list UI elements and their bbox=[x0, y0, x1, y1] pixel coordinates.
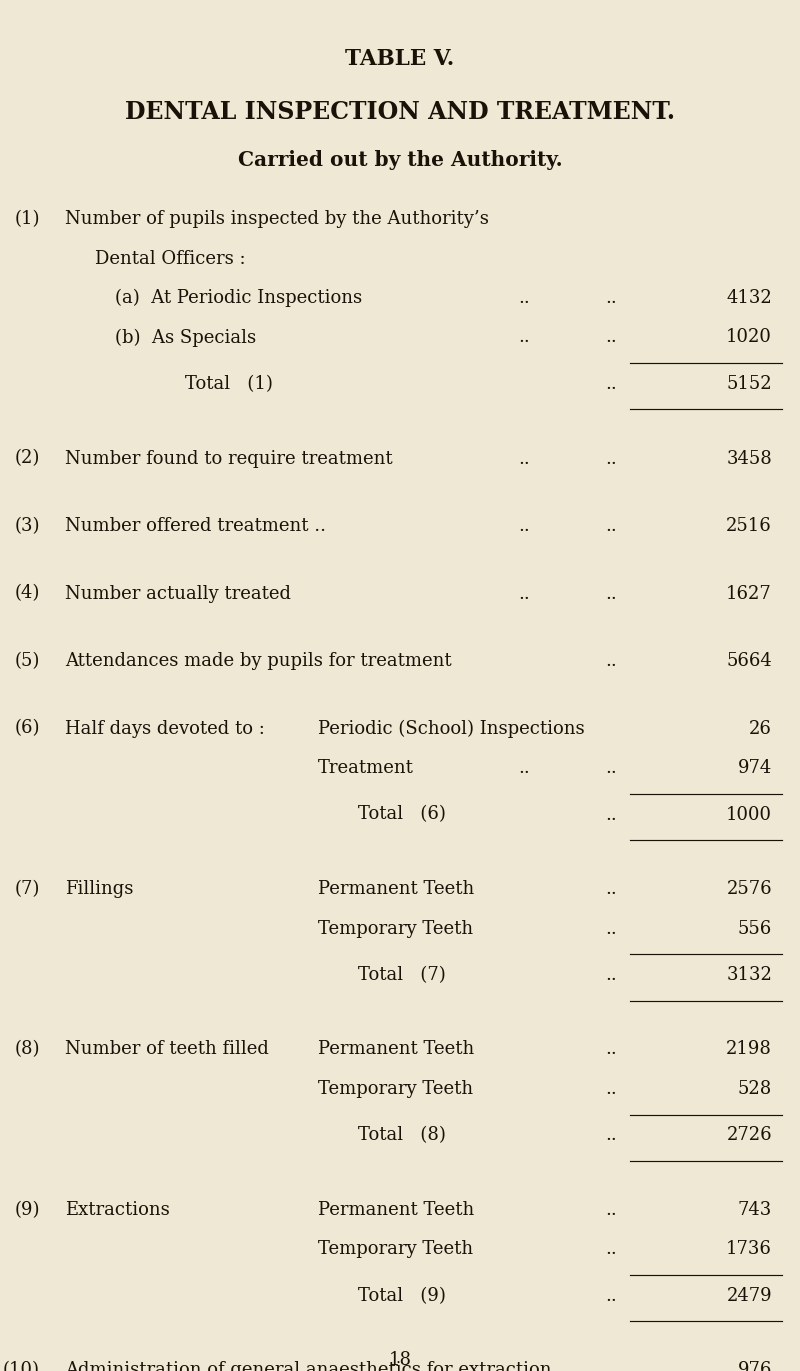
Text: Total   (6): Total (6) bbox=[358, 806, 446, 824]
Text: (a)  At Periodic Inspections: (a) At Periodic Inspections bbox=[115, 289, 362, 307]
Text: Number found to require treatment: Number found to require treatment bbox=[65, 450, 393, 468]
Text: (7): (7) bbox=[14, 880, 40, 898]
Text: ..: .. bbox=[518, 450, 530, 468]
Text: 974: 974 bbox=[738, 760, 772, 777]
Text: Number actually treated: Number actually treated bbox=[65, 584, 291, 602]
Text: 1000: 1000 bbox=[726, 806, 772, 824]
Text: ..: .. bbox=[605, 1287, 617, 1305]
Text: 976: 976 bbox=[738, 1361, 772, 1371]
Text: 3132: 3132 bbox=[726, 967, 772, 984]
Text: Fillings: Fillings bbox=[65, 880, 134, 898]
Text: Half days devoted to :: Half days devoted to : bbox=[65, 720, 265, 738]
Text: ..: .. bbox=[605, 1041, 617, 1058]
Text: 1736: 1736 bbox=[726, 1241, 772, 1259]
Text: 18: 18 bbox=[389, 1350, 411, 1370]
Text: (b)  As Specials: (b) As Specials bbox=[115, 329, 256, 347]
Text: ..: .. bbox=[518, 517, 530, 535]
Text: ..: .. bbox=[605, 1201, 617, 1219]
Text: 743: 743 bbox=[738, 1201, 772, 1219]
Text: 1020: 1020 bbox=[726, 329, 772, 347]
Text: Total   (1): Total (1) bbox=[185, 376, 273, 393]
Text: Number of pupils inspected by the Authority’s: Number of pupils inspected by the Author… bbox=[65, 210, 489, 228]
Text: Carried out by the Authority.: Carried out by the Authority. bbox=[238, 149, 562, 170]
Text: Periodic (School) Inspections: Periodic (School) Inspections bbox=[318, 720, 585, 738]
Text: (1): (1) bbox=[14, 210, 40, 228]
Text: Permanent Teeth: Permanent Teeth bbox=[318, 1201, 474, 1219]
Text: ..: .. bbox=[605, 289, 617, 307]
Text: Temporary Teeth: Temporary Teeth bbox=[318, 1080, 473, 1098]
Text: 2576: 2576 bbox=[726, 880, 772, 898]
Text: Temporary Teeth: Temporary Teeth bbox=[318, 1241, 473, 1259]
Text: ..: .. bbox=[605, 920, 617, 938]
Text: (6): (6) bbox=[14, 720, 40, 738]
Text: 2479: 2479 bbox=[726, 1287, 772, 1305]
Text: (10): (10) bbox=[3, 1361, 40, 1371]
Text: ..: .. bbox=[605, 517, 617, 535]
Text: 2516: 2516 bbox=[726, 517, 772, 535]
Text: ..: .. bbox=[605, 1080, 617, 1098]
Text: 26: 26 bbox=[749, 720, 772, 738]
Text: Attendances made by pupils for treatment: Attendances made by pupils for treatment bbox=[65, 653, 452, 670]
Text: Number offered treatment ..: Number offered treatment .. bbox=[65, 517, 326, 535]
Text: ..: .. bbox=[605, 1127, 617, 1145]
Text: Permanent Teeth: Permanent Teeth bbox=[318, 880, 474, 898]
Text: 5664: 5664 bbox=[726, 653, 772, 670]
Text: (2): (2) bbox=[14, 450, 40, 468]
Text: (8): (8) bbox=[14, 1041, 40, 1058]
Text: Permanent Teeth: Permanent Teeth bbox=[318, 1041, 474, 1058]
Text: ..: .. bbox=[605, 1241, 617, 1259]
Text: ..: .. bbox=[605, 584, 617, 602]
Text: ..: .. bbox=[605, 806, 617, 824]
Text: Total   (7): Total (7) bbox=[358, 967, 446, 984]
Text: ..: .. bbox=[605, 967, 617, 984]
Text: 1627: 1627 bbox=[726, 584, 772, 602]
Text: Number of teeth filled: Number of teeth filled bbox=[65, 1041, 269, 1058]
Text: (5): (5) bbox=[14, 653, 40, 670]
Text: ..: .. bbox=[518, 289, 530, 307]
Text: Total   (9): Total (9) bbox=[358, 1287, 446, 1305]
Text: TABLE V.: TABLE V. bbox=[346, 48, 454, 70]
Text: Extractions: Extractions bbox=[65, 1201, 170, 1219]
Text: ..: .. bbox=[605, 653, 617, 670]
Text: (3): (3) bbox=[14, 517, 40, 535]
Text: (9): (9) bbox=[14, 1201, 40, 1219]
Text: ..: .. bbox=[605, 760, 617, 777]
Text: 528: 528 bbox=[738, 1080, 772, 1098]
Text: ..: .. bbox=[605, 329, 617, 347]
Text: Total   (8): Total (8) bbox=[358, 1127, 446, 1145]
Text: ..: .. bbox=[605, 450, 617, 468]
Text: ..: .. bbox=[518, 584, 530, 602]
Text: Treatment: Treatment bbox=[318, 760, 414, 777]
Text: 556: 556 bbox=[738, 920, 772, 938]
Text: 5152: 5152 bbox=[726, 376, 772, 393]
Text: ..: .. bbox=[518, 760, 530, 777]
Text: Administration of general anaesthetics for extraction: Administration of general anaesthetics f… bbox=[65, 1361, 551, 1371]
Text: Dental Officers :: Dental Officers : bbox=[95, 250, 246, 267]
Text: 4132: 4132 bbox=[726, 289, 772, 307]
Text: Temporary Teeth: Temporary Teeth bbox=[318, 920, 473, 938]
Text: ..: .. bbox=[605, 880, 617, 898]
Text: ..: .. bbox=[605, 376, 617, 393]
Text: (4): (4) bbox=[14, 584, 40, 602]
Text: ..: .. bbox=[518, 329, 530, 347]
Text: 2198: 2198 bbox=[726, 1041, 772, 1058]
Text: 3458: 3458 bbox=[726, 450, 772, 468]
Text: 2726: 2726 bbox=[726, 1127, 772, 1145]
Text: DENTAL INSPECTION AND TREATMENT.: DENTAL INSPECTION AND TREATMENT. bbox=[125, 100, 675, 123]
